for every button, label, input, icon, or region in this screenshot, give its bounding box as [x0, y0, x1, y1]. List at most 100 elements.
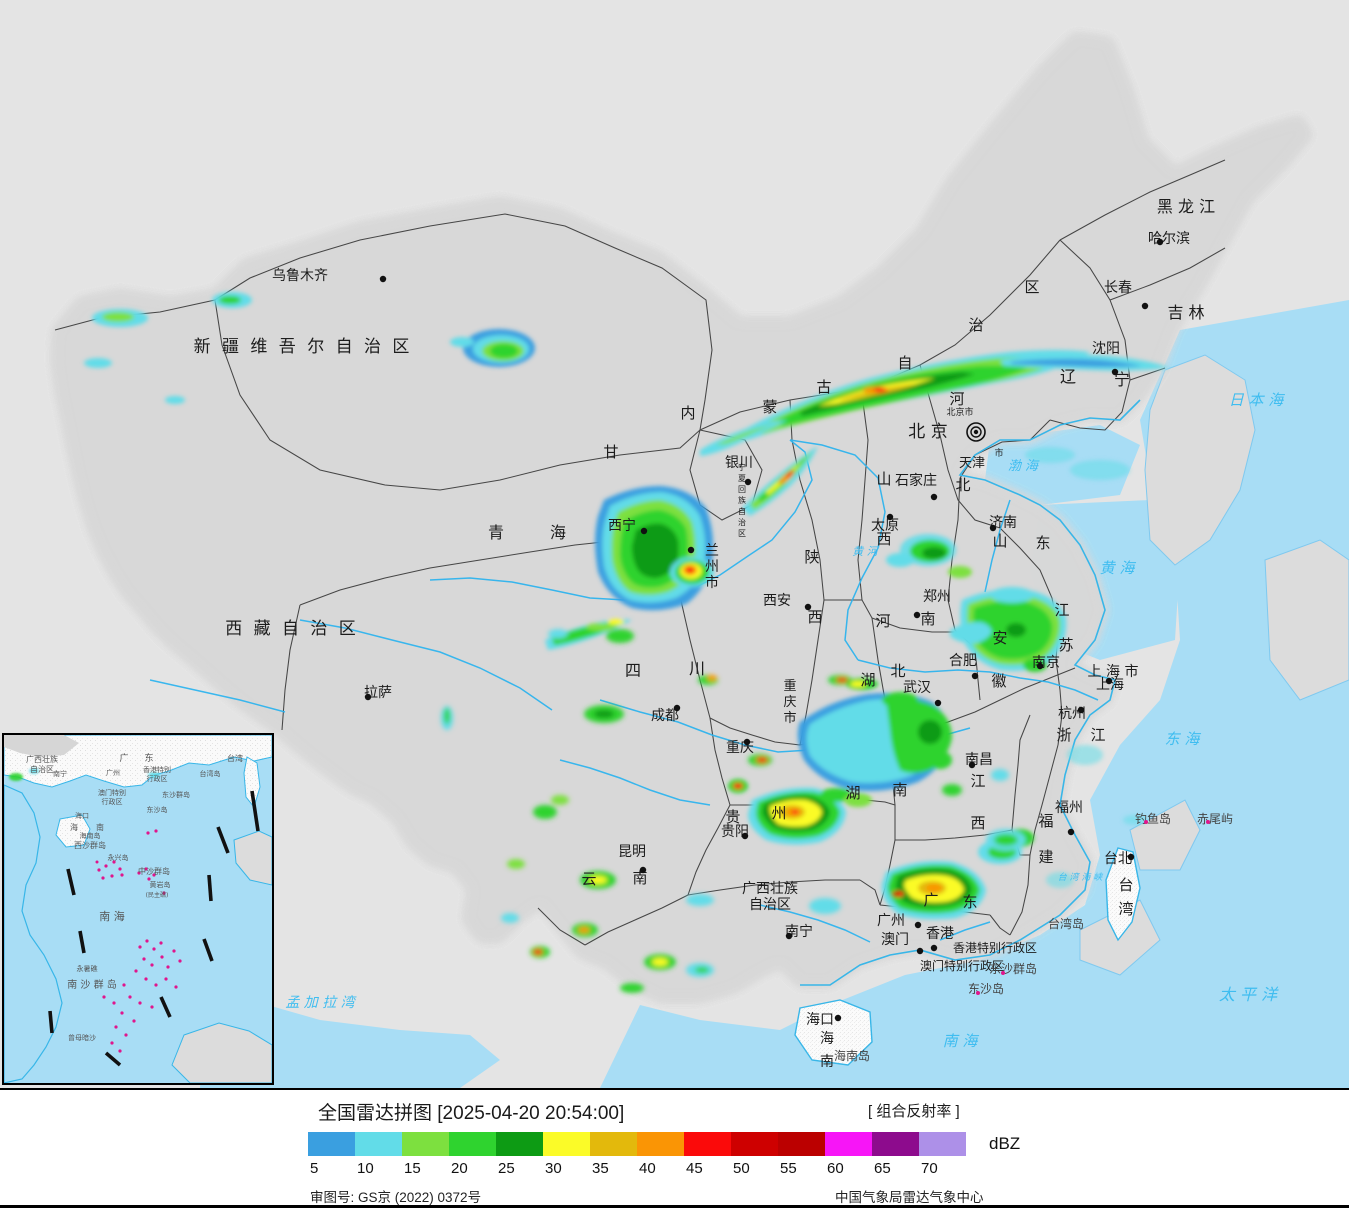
city-dot-jinan: [989, 524, 997, 532]
svg-text:古: 古: [816, 378, 831, 396]
city-dot-xian: [804, 603, 812, 611]
svg-text:海: 海: [820, 1031, 834, 1047]
echo-tibet: [441, 706, 453, 730]
city-label-guiyang: 贵阳: [721, 824, 749, 840]
province-label-hubei-hu: 湖: [860, 671, 875, 689]
province-label-heilongjiang: 黑 龙 江: [1157, 197, 1215, 216]
svg-text:辽: 辽: [1060, 367, 1076, 386]
city-label-hangzhou: 杭州: [1058, 706, 1086, 722]
province-label-chongqing: 重庆市: [783, 678, 796, 726]
svg-text:广州: 广州: [877, 913, 905, 929]
svg-text:宁: 宁: [1114, 370, 1130, 389]
city-dot-taiyuan: [886, 513, 894, 521]
svg-text:湖: 湖: [845, 784, 860, 802]
province-label-shandong-dong: 东: [1035, 534, 1050, 552]
province-label-hubei-bei: 北: [890, 662, 905, 680]
city-dot-chengdu: [673, 704, 681, 712]
city-dot-wuhan: [934, 699, 942, 707]
svg-text:自治区: 自治区: [30, 764, 54, 774]
province-label-shaanxi-shan: 陕: [804, 548, 819, 566]
inset-label-ins-xisha: 西沙群岛: [74, 840, 106, 850]
svg-text:郑州: 郑州: [923, 589, 951, 605]
inset-label-ins-nanhai: 南 海: [99, 909, 125, 923]
province-label-yunnan-yun: 云: [581, 870, 596, 888]
inset-label-ins-yongxing: 永兴岛: [108, 853, 129, 862]
svg-text:中沙群岛: 中沙群岛: [138, 866, 170, 876]
svg-text:昆明: 昆明: [618, 844, 646, 860]
city-dot-hangzhou: [1077, 706, 1085, 714]
svg-text:庆: 庆: [783, 695, 796, 710]
province-label-jiangxi-jiang: 江: [970, 772, 985, 790]
province-label-fujian-jian: 建: [1038, 848, 1053, 866]
colorbar-swatch-35: [590, 1132, 637, 1156]
svg-text:香港特别: 香港特别: [143, 765, 171, 774]
svg-text:建: 建: [1038, 848, 1053, 866]
city-dot-hefei: [971, 672, 979, 680]
inset-label-ins-huangyan2: (民主礁): [146, 891, 169, 899]
svg-text:南: 南: [632, 869, 647, 887]
svg-text:川: 川: [689, 659, 705, 678]
echo-ningxia-streak: [742, 446, 818, 516]
svg-text:江: 江: [1054, 601, 1069, 619]
svg-text:上 海 市: 上 海 市: [1088, 663, 1139, 680]
svg-text:银川: 银川: [725, 455, 753, 471]
sea-label-taiping-yang: 太 平 洋: [1219, 985, 1279, 1004]
svg-text:行政区: 行政区: [147, 774, 168, 783]
city-label-xian: 西安: [763, 593, 812, 611]
province-label-jilin: 吉 林: [1167, 303, 1204, 322]
svg-text:澳门: 澳门: [881, 932, 909, 948]
svg-text:永暑礁: 永暑礁: [77, 964, 98, 973]
svg-text:海南岛: 海南岛: [80, 831, 101, 840]
sea-label-dong-hai: 东 海: [1165, 730, 1202, 748]
echo-shanxi-henan: [886, 534, 972, 578]
svg-text:东: 东: [962, 893, 977, 911]
svg-text:海口: 海口: [75, 811, 89, 820]
south-china-sea-inset[interactable]: 广西壮族 自治区 南宁广东广州 香港特别 行政区 澳门特别 行政区 台湾 台湾岛 东沙群岛 东沙岛海…: [2, 733, 274, 1085]
svg-text:贵: 贵: [725, 808, 740, 826]
province-label-jiangxi-xi: 西: [970, 814, 985, 832]
svg-text:石家庄: 石家庄: [895, 472, 937, 489]
province-label-yunnan-nan: 南: [632, 869, 647, 887]
echo-xinjiang-nw: [84, 292, 252, 404]
svg-text:行政区: 行政区: [102, 797, 123, 806]
svg-text:自: 自: [897, 354, 912, 372]
dbz-tick-40: 40: [639, 1160, 656, 1177]
city-dot-shanghai-c: [1105, 677, 1113, 685]
inset-label-ins-taiwandao: 台湾岛: [200, 769, 221, 778]
dbz-tick-30: 30: [545, 1160, 562, 1177]
province-label-hunan-hu: 湖: [845, 784, 860, 802]
svg-text:钓鱼岛: 钓鱼岛: [1135, 811, 1171, 826]
colorbar-swatch-65: [872, 1132, 919, 1156]
city-dot-kunming: [639, 866, 647, 874]
city-label-guangzhou: 广州: [877, 913, 922, 929]
approval-number: 审图号: GS京 (2022) 0372号: [310, 1190, 482, 1205]
svg-text:北: 北: [890, 662, 905, 680]
svg-text:东: 东: [144, 752, 153, 764]
svg-text:河: 河: [949, 390, 964, 408]
province-label-mo-sar: 澳门特别行政区: [920, 958, 1004, 973]
svg-text:太原: 太原: [871, 518, 899, 534]
city-dot-guangzhou: [914, 921, 922, 929]
svg-text:合肥: 合肥: [949, 653, 977, 669]
svg-text:澳门特别行政区: 澳门特别行政区: [920, 958, 1004, 973]
province-label-jiangsu-su: 苏: [1058, 636, 1073, 654]
source-organization: 中国气象局雷达气象中心: [835, 1190, 984, 1205]
island-label-chiweiyu: 赤尾屿: [1197, 812, 1233, 826]
province-label-anhui-an: 安: [992, 629, 1007, 647]
city-dot-aomen: [916, 947, 924, 955]
city-label-lasa: 拉萨: [364, 685, 392, 701]
svg-text:武汉: 武汉: [903, 680, 931, 696]
dbz-tick-60: 60: [827, 1160, 844, 1177]
map-panel[interactable]: 新 疆 维 吾 尔 自 治 区西 藏 自 治 区内蒙古自治区黑 龙 江吉 林辽宁…: [0, 0, 1349, 1088]
dbz-tick-20: 20: [451, 1160, 468, 1177]
city-dot-nanchang: [968, 761, 976, 769]
province-label-shandong-shan: 山: [992, 532, 1007, 550]
dbz-tick-labels: 5 10 15 20 25 30 35 40 45 50 55 60 65 70: [308, 1160, 1068, 1178]
dbz-tick-65: 65: [874, 1160, 891, 1177]
inset-label-ins-hainandao: 海南岛: [80, 831, 101, 840]
echo-anhui-jiangsu: [950, 587, 1067, 672]
dbz-tick-15: 15: [404, 1160, 421, 1177]
province-label-zhejiang-jiang: 江: [1090, 726, 1105, 744]
svg-text:青: 青: [488, 523, 504, 542]
